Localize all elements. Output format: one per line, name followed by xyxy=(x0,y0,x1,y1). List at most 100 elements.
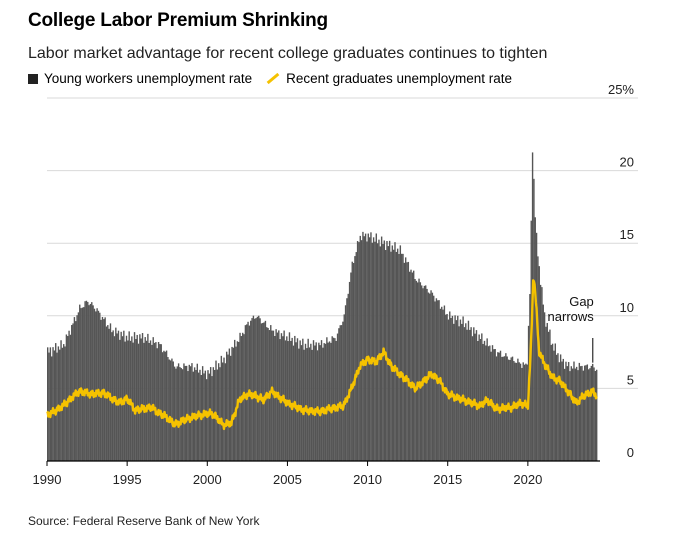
young-workers-bar xyxy=(229,355,232,461)
young-workers-bar xyxy=(111,332,113,461)
young-workers-bar xyxy=(274,335,276,461)
young-workers-bar xyxy=(47,347,49,461)
young-workers-bar xyxy=(455,320,458,461)
young-workers-bar xyxy=(250,320,252,461)
young-workers-bar xyxy=(515,362,518,461)
young-workers-bar xyxy=(232,347,235,461)
young-workers-bar xyxy=(421,285,423,461)
young-workers-bar xyxy=(571,368,574,461)
young-workers-bar xyxy=(48,352,50,461)
young-workers-bar xyxy=(386,240,388,461)
young-workers-bar xyxy=(294,335,296,461)
young-workers-bar xyxy=(205,379,208,461)
young-workers-bar xyxy=(593,367,595,461)
young-workers-bar xyxy=(189,366,192,461)
young-workers-bar xyxy=(425,285,427,461)
young-workers-bar xyxy=(577,370,579,461)
young-workers-bar xyxy=(394,242,396,461)
young-workers-bar xyxy=(101,316,104,461)
young-workers-bar xyxy=(586,364,589,461)
young-workers-bar xyxy=(112,330,114,461)
young-workers-bar xyxy=(587,369,590,461)
young-workers-bar xyxy=(141,333,144,461)
x-tick-label: 1990 xyxy=(33,472,62,487)
young-workers-bar xyxy=(217,363,220,461)
young-workers-bar xyxy=(579,366,582,461)
young-workers-bar xyxy=(355,252,357,461)
young-workers-bar xyxy=(391,245,394,461)
young-workers-bar xyxy=(184,365,186,461)
young-workers-bar xyxy=(408,271,411,461)
young-workers-bar xyxy=(551,343,554,461)
young-workers-bar xyxy=(542,304,544,461)
young-workers-bar xyxy=(136,334,138,461)
young-workers-bar xyxy=(466,329,468,461)
young-workers-bar xyxy=(340,325,343,461)
young-workers-bar xyxy=(514,362,516,461)
young-workers-bar xyxy=(494,349,496,461)
young-workers-bar xyxy=(446,313,448,461)
young-workers-bar xyxy=(306,348,308,461)
young-workers-bar xyxy=(403,262,406,461)
young-workers-bar xyxy=(591,363,594,461)
young-workers-bar xyxy=(447,319,450,461)
young-workers-bar xyxy=(83,307,85,461)
young-workers-bar xyxy=(303,349,305,461)
young-workers-bar xyxy=(80,308,82,461)
young-workers-bars xyxy=(47,152,598,462)
young-workers-bar xyxy=(519,363,522,461)
y-tick-label: 10 xyxy=(620,300,634,315)
young-workers-bar xyxy=(116,333,118,461)
young-workers-bar xyxy=(374,241,376,461)
young-workers-bar xyxy=(148,342,150,461)
young-workers-bar xyxy=(367,233,369,461)
annotation-text: Gap xyxy=(569,294,594,309)
young-workers-bar xyxy=(399,245,402,461)
young-workers-bar xyxy=(143,342,145,461)
young-workers-bar xyxy=(589,368,591,461)
young-workers-bar xyxy=(290,340,292,461)
young-workers-bar xyxy=(117,330,120,461)
young-workers-bar xyxy=(185,365,188,461)
young-workers-bar xyxy=(358,242,360,461)
young-workers-bar xyxy=(360,240,363,461)
young-workers-bar xyxy=(479,338,482,461)
young-workers-bar xyxy=(422,288,424,461)
young-workers-bar xyxy=(171,358,173,461)
young-workers-bar xyxy=(477,340,479,461)
young-workers-bar xyxy=(164,351,166,461)
young-workers-bar xyxy=(463,327,466,461)
young-workers-bar xyxy=(583,365,586,461)
young-workers-bar xyxy=(147,333,149,461)
young-workers-bar xyxy=(363,236,365,461)
young-workers-bar xyxy=(319,345,321,461)
young-workers-bar xyxy=(518,362,520,461)
young-workers-bar xyxy=(299,340,301,461)
young-workers-bar xyxy=(160,344,162,461)
young-workers-bar xyxy=(131,336,133,461)
young-workers-bar xyxy=(390,251,392,461)
young-workers-bar xyxy=(450,317,452,461)
young-workers-bar xyxy=(59,349,61,461)
young-workers-bar xyxy=(73,317,76,461)
young-workers-bar xyxy=(439,308,442,461)
young-workers-bar xyxy=(553,350,555,461)
young-workers-bar xyxy=(85,300,88,461)
y-tick-label: 25% xyxy=(608,82,634,97)
young-workers-bar xyxy=(235,346,237,461)
young-workers-bar xyxy=(256,316,259,461)
young-workers-bar xyxy=(574,368,577,461)
young-workers-bar xyxy=(350,272,352,461)
young-workers-bar xyxy=(304,343,307,461)
young-workers-bar xyxy=(525,363,527,461)
young-workers-bar xyxy=(490,351,492,461)
young-workers-bar xyxy=(478,334,480,461)
young-workers-bar xyxy=(139,334,141,461)
young-workers-bar xyxy=(474,333,476,461)
young-workers-bar xyxy=(326,337,328,461)
young-workers-bar xyxy=(320,340,323,461)
young-workers-bar xyxy=(156,348,158,461)
young-workers-bar xyxy=(356,241,359,461)
young-workers-bar xyxy=(225,351,228,461)
